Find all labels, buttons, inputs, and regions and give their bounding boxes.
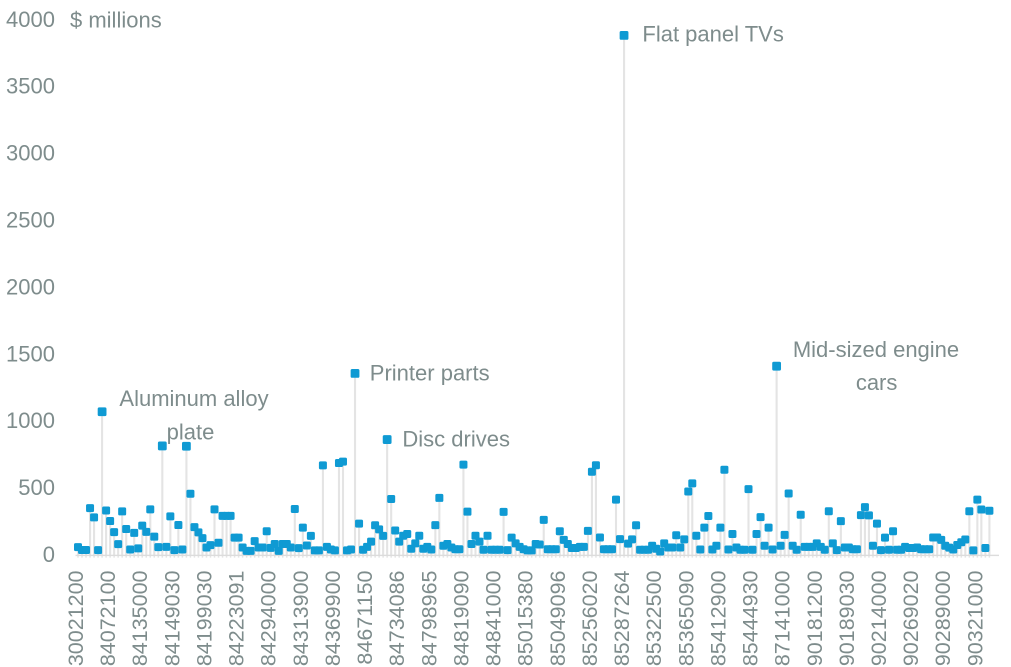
svg-text:85049096: 85049096 [546, 570, 570, 666]
svg-text:84294000: 84294000 [257, 570, 281, 666]
svg-text:plate: plate [167, 420, 215, 445]
svg-text:2500: 2500 [6, 208, 55, 233]
svg-text:84149030: 84149030 [160, 570, 184, 666]
svg-text:Aluminum alloy: Aluminum alloy [119, 386, 268, 411]
svg-text:90189030: 90189030 [835, 570, 859, 666]
svg-text:2000: 2000 [6, 274, 55, 299]
svg-text:85015380: 85015380 [514, 570, 538, 666]
svg-text:1500: 1500 [6, 341, 55, 366]
svg-text:84671150: 84671150 [353, 570, 377, 664]
svg-text:85412900: 85412900 [706, 570, 730, 666]
svg-text:85444930: 85444930 [739, 570, 763, 666]
svg-text:84734086: 84734086 [385, 570, 409, 666]
svg-text:cars: cars [856, 370, 898, 395]
svg-text:84841000: 84841000 [482, 570, 506, 666]
svg-text:90289000: 90289000 [931, 570, 955, 666]
svg-text:84369900: 84369900 [321, 570, 345, 666]
svg-text:84135000: 84135000 [128, 570, 152, 666]
svg-text:30021200: 30021200 [64, 570, 88, 666]
svg-text:3500: 3500 [6, 74, 55, 99]
svg-text:84199030: 84199030 [193, 570, 217, 666]
svg-text:90214000: 90214000 [867, 570, 891, 666]
svg-text:1000: 1000 [6, 408, 55, 433]
svg-text:84313900: 84313900 [289, 570, 313, 666]
svg-text:3000: 3000 [6, 141, 55, 166]
svg-text:85322500: 85322500 [642, 570, 666, 666]
svg-text:90321000: 90321000 [963, 570, 987, 666]
svg-text:84798965: 84798965 [417, 570, 441, 666]
svg-text:Mid-sized engine: Mid-sized engine [793, 337, 959, 362]
svg-text:4000: 4000 [6, 7, 55, 32]
svg-text:90181200: 90181200 [803, 570, 827, 666]
svg-text:Flat panel TVs: Flat panel TVs [642, 22, 783, 47]
svg-text:85287264: 85287264 [610, 570, 634, 666]
svg-text:84819090: 84819090 [449, 570, 473, 666]
svg-text:$ millions: $ millions [70, 8, 162, 33]
svg-text:Disc drives: Disc drives [402, 427, 510, 452]
svg-text:500: 500 [18, 475, 55, 500]
svg-text:85365090: 85365090 [674, 570, 698, 666]
svg-text:90269020: 90269020 [899, 570, 923, 666]
svg-text:Printer parts: Printer parts [370, 360, 490, 385]
svg-text:84072100: 84072100 [96, 570, 120, 666]
svg-text:87141000: 87141000 [771, 570, 795, 666]
svg-text:85256020: 85256020 [578, 570, 602, 666]
svg-text:84223091: 84223091 [225, 571, 249, 667]
svg-text:0: 0 [43, 542, 55, 567]
